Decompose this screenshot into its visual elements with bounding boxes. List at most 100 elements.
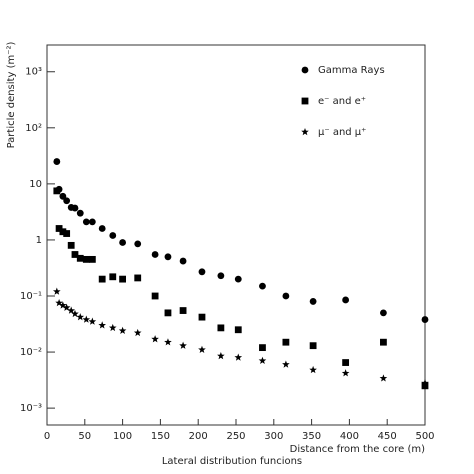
point [88,218,96,226]
point [151,251,159,258]
point [55,299,63,307]
point [259,282,266,290]
point [309,342,317,350]
point [109,273,117,281]
point [217,352,225,360]
point [76,254,84,262]
point [63,197,71,205]
x-axis-label: Distance from the core (m) [290,444,425,455]
legend-marker [301,128,309,136]
x-tick-label: 400 [340,431,359,442]
point [282,360,290,368]
y-axis-label: Particle density (m⁻²) [6,42,17,149]
point [309,298,317,305]
point [421,316,429,323]
point [119,239,126,246]
point [198,268,206,276]
point [82,315,91,323]
x-tick-label: 150 [151,431,170,442]
point [62,303,71,311]
point [234,326,242,334]
point [63,230,71,237]
point [198,313,206,321]
point [59,301,67,309]
point [108,323,117,332]
point [82,255,90,263]
point [217,324,225,332]
point [341,369,350,377]
x-tick-label: 500 [415,431,434,442]
plot-frame [46,44,426,426]
point [421,379,429,387]
point [164,253,172,261]
point [198,345,206,353]
point [82,218,90,226]
point [53,187,61,195]
x-tick-label: 100 [113,431,132,442]
point [421,382,429,390]
point [179,341,187,349]
legend-label: Gamma Rays [318,65,385,76]
point [88,317,97,325]
point [55,225,63,232]
legend-label: e⁻ and e⁺ [318,96,366,107]
point [134,240,142,248]
point [380,309,387,317]
point [179,257,187,265]
point [53,287,61,295]
point [309,365,317,374]
point [380,338,387,346]
x-tick-label: 250 [226,431,245,442]
point [282,292,290,300]
point [133,328,142,337]
legend-marker [301,97,309,105]
point [234,275,242,283]
point [164,309,172,317]
point [258,356,267,364]
point [342,359,350,366]
point [98,321,106,329]
point [234,353,243,361]
point [71,251,79,258]
y-tick-label: 10⁻² [20,347,42,358]
point [76,209,84,217]
point [134,274,142,282]
x-tick-label: 450 [378,431,397,442]
x-tick-label: 50 [78,431,91,442]
point [164,338,172,346]
point [71,204,79,212]
point [76,313,85,321]
y-tick-label: 1 [36,235,42,246]
x-tick-label: 350 [302,431,321,442]
point [59,228,67,236]
point [342,296,350,304]
point [217,272,225,280]
point [109,232,117,239]
point [53,158,61,165]
point [88,255,96,263]
point [67,241,75,249]
point [151,292,159,300]
caption: Lateral distribution funcions [162,456,302,467]
x-tick-label: 300 [264,431,283,442]
point [98,225,106,232]
legend-label: μ⁻ and μ⁺ [318,127,366,138]
point [282,338,290,346]
y-tick-label: 10³ [25,67,42,78]
point [151,335,159,343]
y-tick-label: 10⁻³ [20,403,42,414]
point [98,275,106,283]
legend-marker [301,66,309,74]
x-tick-label: 0 [44,431,50,442]
y-tick-label: 10 [29,179,42,190]
point [179,307,187,314]
y-tick-label: 10² [25,123,42,134]
point [71,309,79,318]
point [259,344,266,352]
point [59,192,67,200]
point [67,306,75,314]
x-tick-label: 200 [189,431,208,442]
y-tick-label: 10⁻¹ [20,291,42,302]
point [379,374,388,382]
